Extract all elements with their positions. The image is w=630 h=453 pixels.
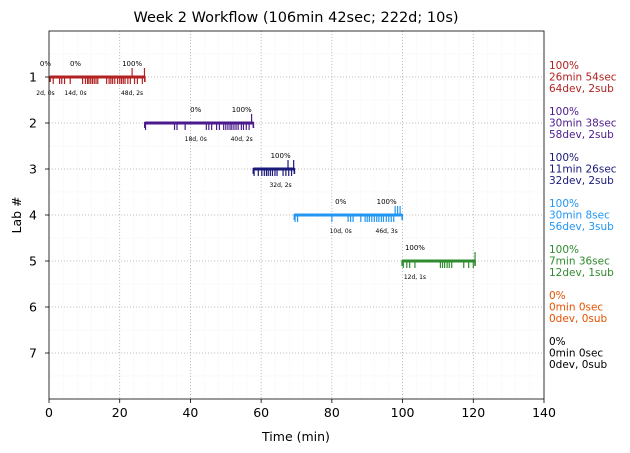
lab-1-segment-pct: 0% (70, 60, 81, 68)
lab-6-annotation-line: 0dev, 0sub (549, 313, 608, 325)
lab-4-segment-count: 10d, 0s (330, 228, 352, 235)
lab-1-segment-pct: 0% (40, 60, 51, 68)
timeline-marks: 0% 2d, 0s 0% 14d, 0s 100% 48d, 2s 0% 18d, 0s 100… (36, 60, 476, 281)
lab-5-segment-pct: 100% (405, 244, 425, 252)
lab-2-annotation-line: 100% (549, 106, 579, 118)
y-tick-label: 1 (29, 70, 37, 85)
x-tick-label: 120 (461, 405, 485, 420)
lab-7-annotation-line: 0dev, 0sub (549, 359, 608, 371)
lab-1-segment-count: 14d, 0s (64, 90, 86, 97)
x-tick-label: 80 (324, 405, 340, 420)
lab-4-annotation-line: 30min 8sec (549, 210, 610, 222)
lab-1-annotation-line: 26min 54sec (549, 72, 617, 84)
y-axis-label: Lab # (9, 196, 24, 233)
lab-4-annotation-line: 56dev, 3sub (549, 221, 614, 233)
lab-2-segment-count: 40d, 2s (231, 136, 253, 143)
lab-4-segment-pct: 0% (335, 198, 346, 206)
x-tick-label: 100 (391, 405, 415, 420)
x-tick-label: 20 (112, 405, 128, 420)
lab-6-annotation-line: 0% (549, 290, 566, 302)
lab-2-annotation-line: 58dev, 2sub (549, 129, 614, 141)
y-tick-label: 5 (29, 254, 37, 269)
x-tick-label: 40 (182, 405, 198, 420)
chart-title: Week 2 Workflow (106min 42sec; 222d; 10s… (133, 10, 458, 26)
y-tick-label: 2 (29, 116, 37, 131)
axes: 0 20 40 60 80 100 120 140 1 2 3 4 5 6 7 (29, 70, 556, 421)
x-tick-label: 0 (45, 405, 53, 420)
lab-1-annotation-line: 100% (549, 60, 579, 72)
lab-4-annotation-line: 100% (549, 198, 579, 210)
lab-3-annotation-line: 11min 26sec (549, 164, 617, 176)
lab-4-segment-count: 46d, 3s (376, 228, 398, 235)
lab-2-segment-pct: 0% (190, 106, 201, 114)
y-tick-label: 3 (29, 162, 37, 177)
lab-2-segment-pct: 100% (232, 106, 252, 114)
lab-3-segment-pct: 100% (271, 152, 291, 160)
y-tick-label: 7 (29, 346, 37, 361)
y-tick-label: 4 (29, 208, 37, 223)
lab-3-annotation-line: 100% (549, 152, 579, 164)
lab-3-segment-count: 32d, 2s (269, 182, 291, 189)
lab-1-segment-pct: 100% (122, 60, 142, 68)
lab-5-annotation-line: 12dev, 1sub (549, 267, 614, 279)
lab-1-segment-count: 48d, 2s (121, 90, 143, 97)
lab-1-annotation-line: 64dev, 2sub (549, 83, 614, 95)
lab-5-annotation-line: 100% (549, 244, 579, 256)
x-tick-label: 60 (253, 405, 269, 420)
lab-2-annotation-line: 30min 38sec (549, 118, 617, 130)
lab-1-segment-count: 2d, 0s (36, 90, 54, 97)
lab-2-segment-count: 18d, 0s (185, 136, 207, 143)
lab-5-segment-count: 12d, 1s (404, 274, 426, 281)
lab-4-segment-pct: 100% (377, 198, 397, 206)
lab-5-annotation-line: 7min 36sec (549, 256, 610, 268)
lab-3-annotation-line: 32dev, 2sub (549, 175, 614, 187)
x-axis-label: Time (min) (261, 429, 330, 444)
lab-7-annotation-line: 0min 0sec (549, 348, 603, 360)
x-tick-label: 140 (532, 405, 556, 420)
lab-7-annotation-line: 0% (549, 336, 566, 348)
y-tick-label: 6 (29, 300, 37, 315)
lab-6-annotation-line: 0min 0sec (549, 302, 603, 314)
